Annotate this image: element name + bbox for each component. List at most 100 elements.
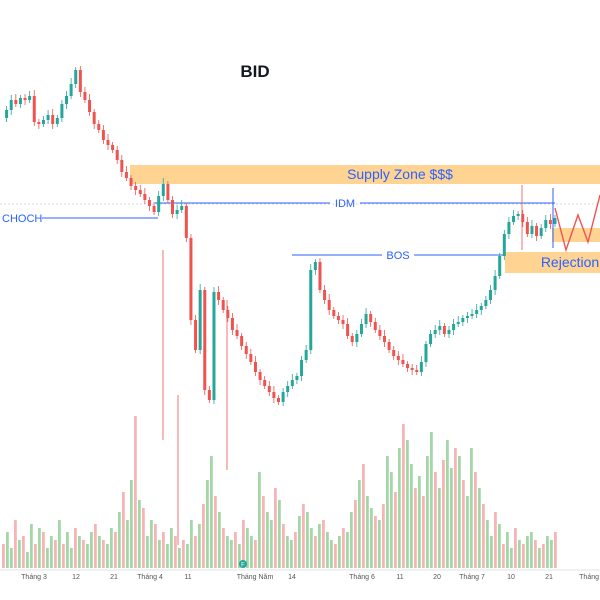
volume-bar	[542, 544, 545, 568]
volume-bars	[2, 416, 557, 568]
candle-body	[488, 290, 492, 300]
volume-bar	[498, 524, 501, 568]
volume-bar	[70, 548, 73, 568]
volume-bar	[82, 540, 85, 568]
volume-bar	[462, 480, 465, 568]
volume-bar	[174, 536, 177, 568]
volume-bar	[322, 520, 325, 568]
candle-body	[318, 262, 322, 290]
volume-bar	[306, 512, 309, 568]
candle-body	[28, 96, 32, 100]
volume-bar	[518, 540, 521, 568]
volume-bar	[394, 492, 397, 568]
candle-body	[521, 214, 525, 222]
volume-bar	[150, 520, 153, 568]
volume-bar	[286, 536, 289, 568]
candle-body	[60, 104, 64, 118]
volume-bar	[22, 536, 25, 568]
candle-body	[387, 342, 391, 350]
volume-bar	[402, 424, 405, 568]
volume-bar	[242, 520, 245, 568]
candle-body	[493, 276, 497, 290]
x-tick-label: 14	[288, 574, 296, 581]
candle-body	[327, 300, 331, 310]
volume-bar	[38, 528, 41, 568]
volume-bar	[110, 528, 113, 568]
volume-bar	[466, 496, 469, 568]
candles	[5, 66, 557, 545]
volume-bar	[126, 520, 129, 568]
volume-bar	[330, 540, 333, 568]
volume-bar	[318, 524, 321, 568]
candle-body	[88, 100, 92, 112]
volume-bar	[506, 532, 509, 568]
volume-bar	[334, 544, 337, 568]
volume-bar	[154, 524, 157, 568]
candle-body	[226, 310, 230, 318]
volume-bar	[74, 528, 77, 568]
volume-bar	[98, 536, 101, 568]
candle-body	[101, 130, 105, 140]
candle-body	[369, 314, 373, 322]
volume-bar	[430, 432, 433, 568]
event-marker	[239, 560, 247, 568]
volume-bar	[158, 540, 161, 568]
supply-zone-box	[130, 165, 600, 184]
candle-body	[502, 234, 506, 256]
candle-body	[147, 200, 151, 206]
candle-body	[9, 100, 13, 110]
candle-body	[83, 92, 87, 100]
candle-body	[447, 330, 451, 334]
candle-body	[433, 330, 437, 334]
volume-bar	[294, 532, 297, 568]
candle-body	[249, 354, 253, 362]
candle-body	[152, 206, 156, 212]
volume-bar	[446, 440, 449, 568]
candle-body	[373, 322, 377, 330]
volume-bar	[14, 520, 17, 568]
candle-body	[336, 316, 340, 320]
volume-bar	[434, 472, 437, 568]
volume-bar	[342, 528, 345, 568]
volume-bar	[138, 500, 141, 568]
candle-body	[258, 372, 262, 380]
candle-body	[290, 380, 294, 386]
volume-bar	[350, 512, 353, 568]
supply-zone-label: Supply Zone $$$	[347, 166, 453, 182]
volume-bar	[250, 536, 253, 568]
volume-bar	[66, 532, 69, 568]
choch-label: CHOCH	[2, 213, 42, 225]
candle-body	[438, 326, 442, 330]
candle-body	[419, 362, 423, 372]
volume-bar	[166, 544, 169, 568]
candle-body	[304, 350, 308, 360]
candle-body	[106, 140, 110, 145]
volume-bar	[30, 524, 33, 568]
candle-body	[263, 380, 267, 386]
candle-body	[267, 386, 271, 392]
volume-bar	[106, 544, 109, 568]
candle-body	[332, 310, 336, 316]
candle-body	[313, 262, 317, 270]
volume-bar	[530, 532, 533, 568]
candle-body	[465, 316, 469, 318]
volume-bar	[178, 548, 181, 568]
volume-bar	[162, 532, 165, 568]
x-tick-label: Tháng 4	[137, 574, 163, 581]
candle-body	[92, 112, 96, 124]
volume-bar	[338, 536, 341, 568]
volume-bar	[234, 532, 237, 568]
volume-bar	[490, 536, 493, 568]
candle-body	[295, 376, 299, 380]
volume-bar	[58, 520, 61, 568]
candle-body	[392, 350, 396, 356]
volume-bar	[122, 492, 125, 568]
volume-bar	[398, 448, 401, 568]
candle-body	[189, 238, 193, 320]
volume-bar	[62, 544, 65, 568]
volume-bar	[218, 512, 221, 568]
candle-body	[32, 96, 36, 122]
x-tick-label: 20	[433, 574, 441, 581]
volume-bar	[390, 472, 393, 568]
volume-bar	[262, 496, 265, 568]
